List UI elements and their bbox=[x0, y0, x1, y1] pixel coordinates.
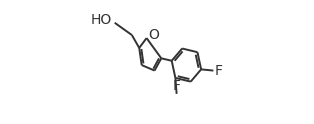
Text: F: F bbox=[173, 79, 181, 93]
Text: F: F bbox=[215, 64, 223, 78]
Text: HO: HO bbox=[90, 13, 112, 27]
Text: O: O bbox=[149, 28, 159, 42]
